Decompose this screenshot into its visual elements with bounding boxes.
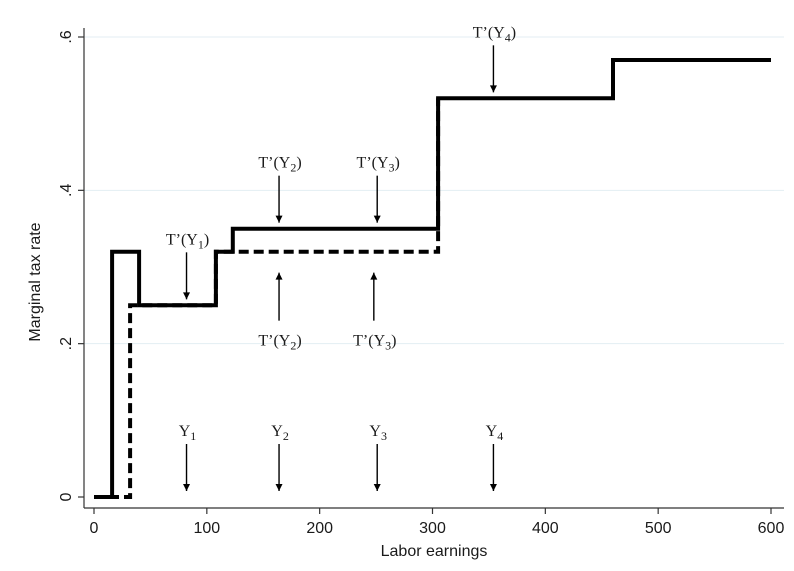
axes [83, 28, 784, 509]
annotation-arrowhead [183, 484, 191, 491]
ticks: 0 100 200 300 400 500 600 0 .2 .4 .6 [58, 30, 784, 537]
y-tick-label: .6 [58, 30, 75, 43]
annotation-arrowhead [275, 272, 283, 280]
annotation-label: Y1 [179, 423, 197, 443]
x-tick-label: 600 [758, 520, 785, 537]
annotation-label: T’(Y2) [258, 155, 301, 175]
y-axis-label: Marginal tax rate [27, 222, 44, 341]
x-tick-label: 100 [193, 520, 220, 537]
grid [84, 36, 784, 345]
annotation-label: T’(Y4) [473, 24, 516, 44]
annotation-label: Y3 [369, 423, 387, 443]
series-solid [94, 58, 771, 499]
annotation-label: T’(Y2) [258, 333, 301, 353]
annotation-arrowhead [183, 292, 191, 300]
annotation-label: Y4 [486, 423, 504, 443]
x-tick-label: 0 [90, 520, 99, 537]
x-tick-label: 500 [645, 520, 672, 537]
annotation-arrowhead [275, 215, 283, 223]
annotations: T’(Y1) T’(Y2) T’(Y3) T’(Y4) T’(Y2) T’(Y3) Y1 Y2… [166, 24, 516, 491]
y-tick-label: 0 [58, 492, 75, 501]
x-axis-label: Labor earnings [381, 543, 488, 560]
y-tick-label: .2 [58, 337, 75, 350]
series [94, 58, 771, 499]
annotation-label: T’(Y1) [166, 231, 209, 251]
annotation-arrowhead [275, 484, 283, 491]
annotation-arrowhead [489, 85, 497, 93]
annotation-arrowhead [373, 484, 381, 491]
y-tick-label: .4 [58, 184, 75, 197]
x-tick-label: 200 [306, 520, 333, 537]
annotation-label: T’(Y3) [353, 333, 396, 353]
annotation-label: Y2 [271, 423, 289, 443]
annotation-arrowhead [373, 215, 381, 223]
annotation-label: T’(Y3) [357, 155, 400, 175]
x-tick-label: 300 [419, 520, 446, 537]
x-tick-label: 400 [532, 520, 559, 537]
annotation-arrowhead [370, 272, 378, 280]
annotation-arrowhead [489, 484, 497, 491]
